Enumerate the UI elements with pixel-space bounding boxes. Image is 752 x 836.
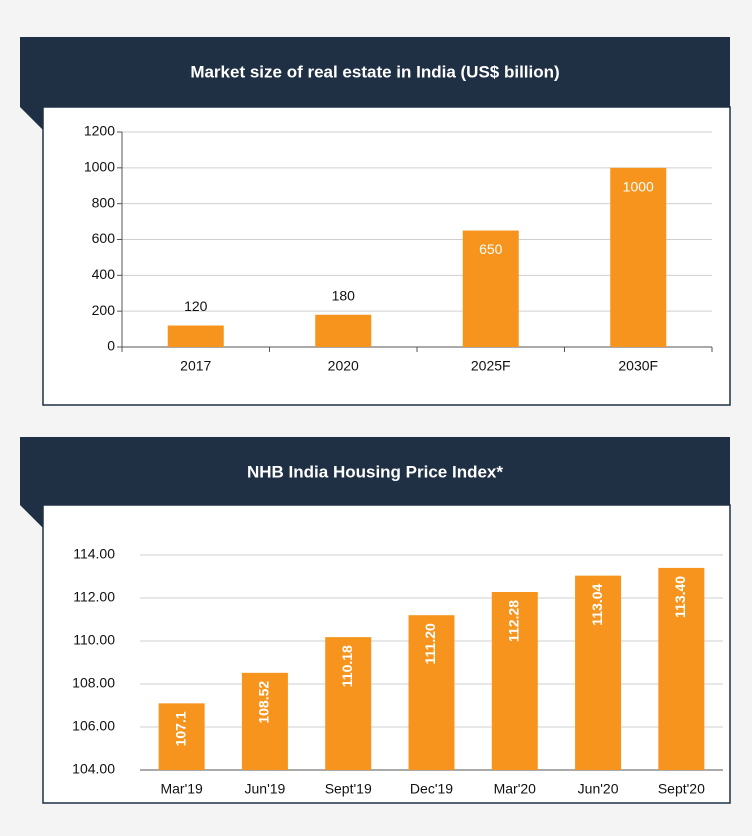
y-tick-label: 108.00 [72,675,115,691]
bar [315,314,372,347]
panel-header [20,37,730,107]
bar [575,575,622,770]
x-tick-label: 2025F [471,358,511,374]
panel [42,504,731,804]
x-tick-label: Dec'19 [410,781,453,797]
panel-fold [20,505,43,528]
panel-fold [20,107,43,130]
value-label: 180 [332,287,356,303]
value-label: 113.40 [672,576,688,618]
y-tick-label: 110.00 [73,632,115,648]
y-tick-label: 400 [92,266,116,282]
y-tick-label: 106.00 [72,718,115,734]
bar [167,325,224,347]
y-tick-label: 200 [92,302,116,318]
x-tick-label: Sept'19 [325,781,372,797]
x-tick-label: 2020 [328,358,359,374]
y-tick-label: 1000 [84,159,115,175]
y-tick-label: 112.00 [73,589,115,605]
bar [462,230,519,347]
x-tick-label: Jun'20 [578,781,619,797]
x-tick-label: 2017 [180,358,211,374]
value-label: 113.04 [589,583,605,625]
chart-title: NHB India Housing Price Index* [247,462,503,481]
bar [491,591,538,770]
value-label: 107.1 [172,711,188,746]
y-tick-label: 104.00 [72,761,115,777]
value-label: 110.18 [339,645,355,687]
y-tick-label: 1200 [84,123,115,139]
value-label: 1000 [623,179,654,195]
y-tick-label: 800 [92,194,116,210]
chart-title: Market size of real estate in India (US$… [190,62,559,81]
y-tick-label: 114.00 [73,546,115,562]
value-label: 120 [184,298,208,314]
x-tick-label: Mar'20 [494,781,537,797]
value-label: 650 [479,241,503,257]
bar [325,637,372,770]
bar [158,703,205,770]
y-tick-label: 0 [107,338,115,354]
value-label: 108.52 [256,681,272,724]
bar [658,567,705,770]
value-label: 111.20 [422,623,438,664]
bar [610,167,667,347]
panel-header [20,437,730,505]
x-tick-label: Mar'19 [160,781,203,797]
x-tick-label: 2030F [618,358,658,374]
x-tick-label: Sept'20 [658,781,705,797]
value-label: 112.28 [505,600,521,642]
bar [241,672,288,770]
y-tick-label: 600 [92,230,116,246]
x-tick-label: Jun'19 [245,781,286,797]
bar [408,615,455,770]
